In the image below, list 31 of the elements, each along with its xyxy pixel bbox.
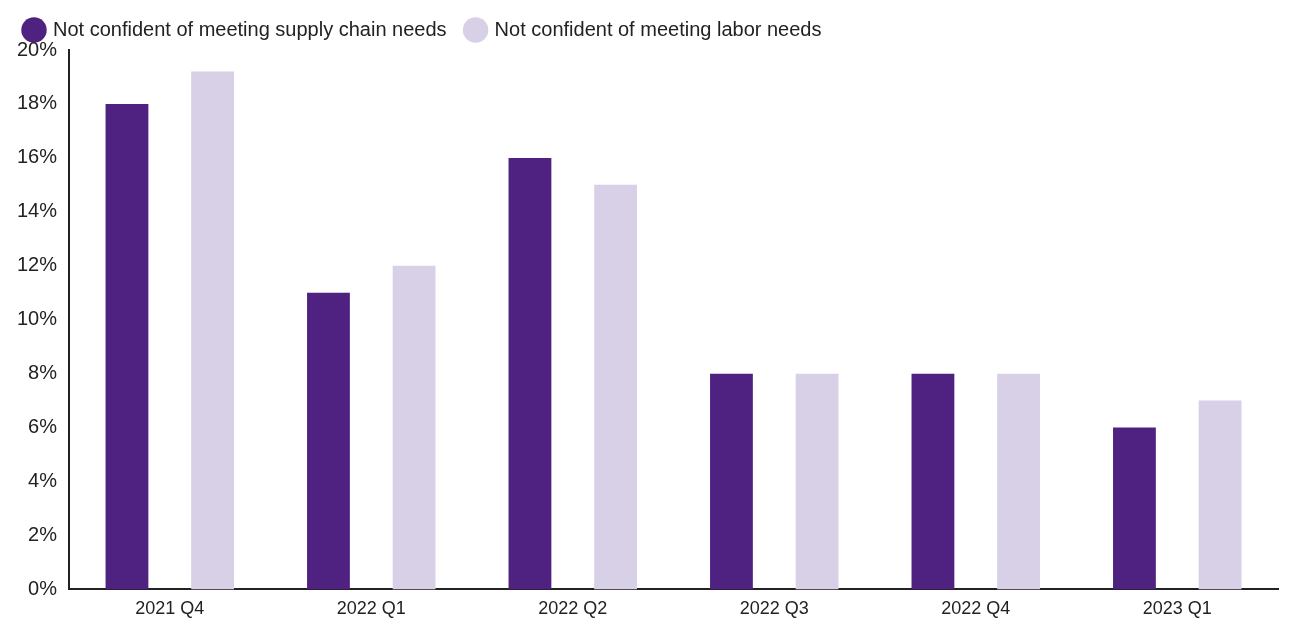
bar xyxy=(392,265,436,590)
bar xyxy=(191,71,234,590)
x-tick-label: 2023 Q1 xyxy=(1142,598,1212,619)
y-tick-label: 6% xyxy=(28,415,58,438)
y-tick-label: 14% xyxy=(17,199,58,222)
y-tick-label: 0% xyxy=(28,576,58,599)
x-tick-label: 2022 Q1 xyxy=(336,598,406,619)
x-tick-label: 2022 Q4 xyxy=(941,598,1011,619)
bar xyxy=(105,103,149,590)
y-tick-label: 16% xyxy=(17,145,58,168)
bar xyxy=(710,373,753,590)
x-tick-label: 2021 Q4 xyxy=(135,598,205,619)
x-tick-label: 2022 Q3 xyxy=(739,598,809,619)
y-tick-label: 8% xyxy=(28,361,58,384)
y-tick-label: 4% xyxy=(28,469,58,492)
bar xyxy=(594,184,637,590)
bar xyxy=(911,373,955,590)
legend-label: Not confident of meeting labor needs xyxy=(494,17,822,40)
bar xyxy=(307,292,350,590)
x-tick-label: 2022 Q2 xyxy=(538,598,608,619)
y-tick-label: 20% xyxy=(17,37,58,60)
bar xyxy=(1198,400,1242,590)
y-tick-label: 2% xyxy=(28,522,58,545)
bar xyxy=(997,373,1040,590)
bar xyxy=(1113,427,1156,590)
y-tick-label: 18% xyxy=(17,91,58,114)
bar xyxy=(795,373,839,590)
y-tick-label: 10% xyxy=(17,307,58,330)
bar xyxy=(508,157,552,590)
y-tick-label: 12% xyxy=(17,253,58,276)
legend-label: Not confident of meeting supply chain needs xyxy=(53,17,447,40)
